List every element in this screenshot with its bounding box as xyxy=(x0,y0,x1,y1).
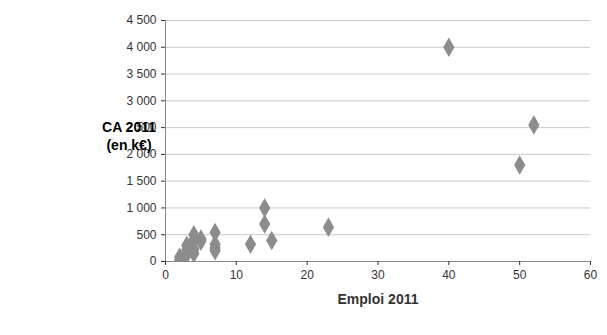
svg-text:3 500: 3 500 xyxy=(126,67,156,81)
svg-text:20: 20 xyxy=(300,268,314,282)
svg-text:40: 40 xyxy=(442,268,456,282)
svg-text:0: 0 xyxy=(162,268,169,282)
svg-text:60: 60 xyxy=(584,268,598,282)
svg-text:0: 0 xyxy=(150,254,157,268)
svg-text:4 500: 4 500 xyxy=(126,13,156,27)
svg-text:50: 50 xyxy=(513,268,527,282)
svg-text:Emploi 2011: Emploi 2011 xyxy=(338,291,419,307)
svg-text:500: 500 xyxy=(136,228,156,242)
svg-text:4 000: 4 000 xyxy=(126,40,156,54)
svg-text:3 000: 3 000 xyxy=(126,94,156,108)
svg-text:1 000: 1 000 xyxy=(126,201,156,215)
svg-text:1 500: 1 500 xyxy=(126,174,156,188)
svg-text:10: 10 xyxy=(230,268,244,282)
svg-text:30: 30 xyxy=(371,268,385,282)
